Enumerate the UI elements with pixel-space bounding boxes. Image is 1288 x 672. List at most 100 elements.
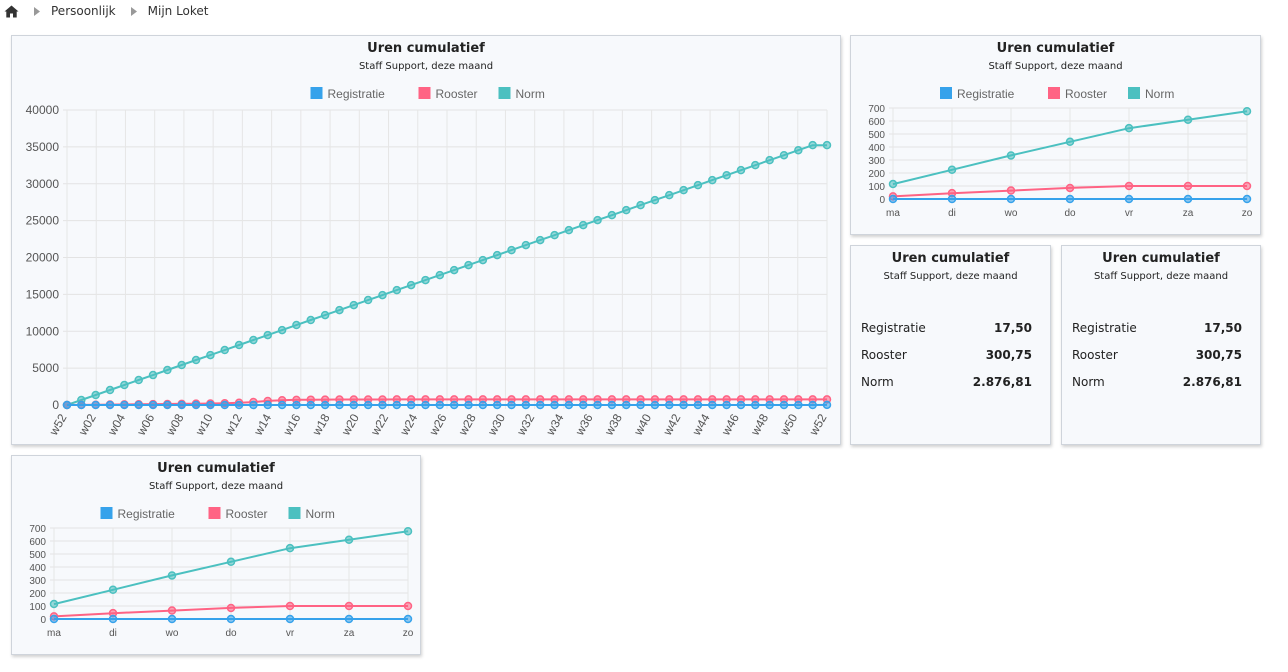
data-point[interactable] [693, 400, 703, 410]
data-point[interactable] [722, 400, 731, 410]
data-point[interactable] [1124, 123, 1134, 133]
data-point[interactable] [191, 400, 201, 410]
data-point[interactable] [947, 194, 957, 204]
legend-item-norm[interactable]: Norm [498, 87, 545, 101]
data-point[interactable] [335, 305, 344, 315]
data-point[interactable] [550, 230, 559, 240]
data-point[interactable] [765, 400, 774, 410]
data-point[interactable] [403, 614, 413, 624]
data-point[interactable] [765, 155, 774, 165]
data-point[interactable] [1242, 107, 1252, 116]
legend-item-rooster[interactable]: Rooster [1048, 87, 1107, 101]
data-point[interactable] [349, 400, 359, 410]
data-point[interactable] [708, 400, 717, 410]
line-chart[interactable]: Registratie Rooster Norm 0 5000 10000 15000 200… [12, 36, 842, 446]
data-point[interactable] [1006, 194, 1016, 204]
data-point[interactable] [344, 601, 354, 611]
data-point[interactable] [751, 160, 760, 170]
data-point[interactable] [108, 585, 118, 594]
data-point[interactable] [478, 255, 488, 265]
data-point[interactable] [120, 400, 129, 410]
data-point[interactable] [1065, 183, 1075, 193]
data-point[interactable] [464, 260, 473, 270]
data-point[interactable] [1183, 194, 1193, 204]
data-point[interactable] [277, 400, 287, 410]
data-point[interactable] [120, 380, 129, 390]
data-point[interactable] [636, 200, 645, 210]
data-point[interactable] [449, 265, 459, 275]
data-point[interactable] [220, 400, 229, 410]
data-point[interactable] [392, 285, 402, 295]
data-point[interactable] [593, 400, 602, 410]
data-point[interactable] [148, 370, 158, 380]
data-point[interactable] [435, 400, 445, 410]
data-point[interactable] [167, 571, 177, 580]
data-point[interactable] [564, 225, 574, 235]
data-point[interactable] [292, 320, 301, 330]
data-point[interactable] [435, 270, 445, 280]
data-point[interactable] [234, 400, 244, 410]
data-point[interactable] [335, 400, 344, 410]
data-point[interactable] [1124, 181, 1134, 191]
legend-item-registratie[interactable]: Registratie [100, 507, 176, 521]
data-point[interactable] [535, 235, 545, 245]
data-point[interactable] [105, 400, 115, 410]
data-point[interactable] [1006, 151, 1016, 160]
line-chart[interactable]: Registratie Rooster Norm 0 100 200 300 400 500 60… [12, 456, 422, 656]
data-point[interactable] [665, 400, 674, 410]
data-point[interactable] [220, 345, 229, 355]
data-point[interactable] [134, 375, 143, 385]
data-point[interactable] [363, 400, 373, 410]
data-point[interactable] [191, 355, 201, 365]
data-point[interactable] [363, 295, 373, 305]
data-point[interactable] [808, 400, 817, 410]
data-point[interactable] [49, 614, 59, 624]
data-point[interactable] [285, 614, 295, 624]
legend-item-rooster[interactable]: Rooster [418, 87, 478, 101]
data-point[interactable] [1183, 115, 1193, 124]
data-point[interactable] [49, 599, 59, 609]
data-point[interactable] [406, 280, 416, 290]
data-point[interactable] [794, 145, 803, 155]
data-point[interactable] [148, 400, 158, 410]
data-point[interactable] [708, 175, 717, 185]
data-point[interactable] [421, 400, 430, 410]
data-point[interactable] [521, 240, 531, 250]
data-point[interactable] [607, 210, 617, 220]
data-point[interactable] [535, 400, 545, 410]
data-point[interactable] [226, 603, 236, 613]
data-point[interactable] [521, 400, 531, 410]
data-point[interactable] [292, 400, 301, 410]
data-point[interactable] [306, 400, 316, 410]
legend-item-norm[interactable]: Norm [1128, 87, 1174, 101]
data-point[interactable] [226, 557, 236, 567]
data-point[interactable] [888, 194, 898, 204]
data-point[interactable] [263, 400, 273, 410]
data-point[interactable] [206, 350, 215, 360]
data-point[interactable] [593, 215, 602, 225]
data-point[interactable] [285, 601, 295, 611]
data-point[interactable] [736, 400, 746, 410]
data-point[interactable] [779, 400, 789, 410]
data-point[interactable] [206, 400, 215, 410]
data-point[interactable] [1242, 181, 1252, 191]
data-point[interactable] [177, 360, 186, 370]
data-point[interactable] [751, 400, 760, 410]
data-point[interactable] [650, 195, 660, 205]
data-point[interactable] [249, 400, 258, 410]
line-chart[interactable]: Registratie Rooster Norm 0 100 200 300 400 500 60… [851, 36, 1262, 236]
data-point[interactable] [693, 180, 703, 190]
data-point[interactable] [226, 614, 236, 624]
data-point[interactable] [306, 315, 316, 325]
data-point[interactable] [378, 290, 387, 300]
data-point[interactable] [665, 190, 674, 200]
data-point[interactable] [421, 275, 430, 285]
data-point[interactable] [277, 325, 287, 335]
data-point[interactable] [621, 205, 631, 215]
data-point[interactable] [91, 400, 100, 410]
data-point[interactable] [263, 330, 273, 340]
data-point[interactable] [564, 400, 574, 410]
data-point[interactable] [91, 390, 100, 400]
data-point[interactable] [344, 535, 354, 544]
data-point[interactable] [722, 170, 731, 180]
